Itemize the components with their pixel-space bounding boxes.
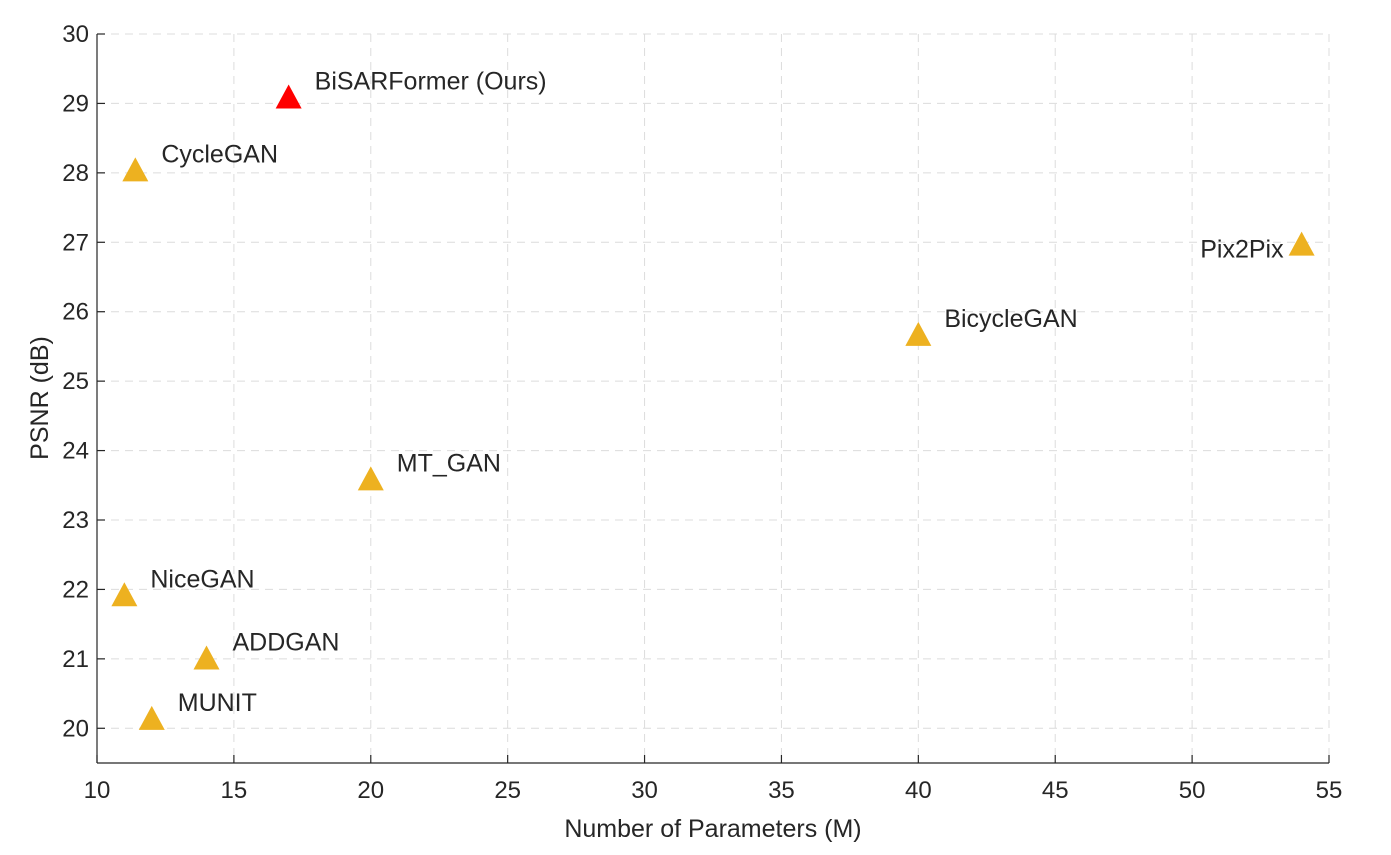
x-axis-title: Number of Parameters (M) — [564, 815, 861, 843]
x-tick-label: 20 — [357, 777, 384, 804]
x-tick-label: 25 — [494, 777, 521, 804]
x-tick-label: 50 — [1179, 777, 1206, 804]
y-tick-labels: 20 21 22 23 24 25 26 27 28 29 30 — [62, 21, 89, 742]
x-tick-label: 45 — [1042, 777, 1069, 804]
data-point-marker — [138, 705, 165, 730]
y-axis-title: PSNR (dB) — [26, 336, 54, 460]
axes — [96, 33, 1330, 764]
y-tick-label: 20 — [62, 715, 89, 742]
data-point-label: MUNIT — [178, 689, 257, 717]
y-tick-label: 24 — [62, 438, 89, 465]
x-tick-label: 35 — [768, 777, 795, 804]
y-tick-label: 29 — [62, 90, 89, 117]
y-tick-label: 23 — [62, 507, 89, 534]
y-tick-label: 28 — [62, 160, 89, 187]
y-tick-label: 21 — [62, 646, 89, 673]
data-point-marker — [193, 645, 220, 670]
x-tick-labels: 10 15 20 25 30 35 40 45 50 55 — [84, 777, 1343, 804]
grid — [96, 33, 1330, 763]
data-point-marker — [111, 582, 138, 607]
data-point-label: CycleGAN — [161, 140, 278, 168]
data-point-marker — [357, 466, 384, 491]
data-point-label: Pix2Pix — [1200, 236, 1284, 264]
x-tick-label: 55 — [1316, 777, 1343, 804]
data-point-label: NiceGAN — [150, 565, 254, 593]
point-labels: BiSARFormer (Ours) CycleGAN Pix2Pix Bicycle… — [150, 67, 1284, 716]
x-tick-label: 10 — [84, 777, 111, 804]
y-tick-label: 22 — [62, 576, 89, 603]
y-tick-label: 27 — [62, 229, 89, 256]
data-point-marker — [122, 157, 149, 182]
x-tick-label: 40 — [905, 777, 932, 804]
data-point-marker — [1288, 231, 1315, 256]
y-tick-label: 25 — [62, 368, 89, 395]
x-tick-label: 30 — [631, 777, 658, 804]
data-point-marker — [275, 84, 302, 109]
y-tick-label: 26 — [62, 299, 89, 326]
data-point-label: BiSARFormer (Ours) — [315, 67, 547, 95]
data-point-marker — [905, 321, 932, 346]
data-point-label: MT_GAN — [397, 449, 501, 477]
data-point-label: BicycleGAN — [944, 305, 1077, 333]
data-point-label: ADDGAN — [233, 628, 340, 656]
data-points — [111, 84, 1315, 730]
x-tick-label: 15 — [221, 777, 248, 804]
y-tick-label: 30 — [62, 21, 89, 48]
